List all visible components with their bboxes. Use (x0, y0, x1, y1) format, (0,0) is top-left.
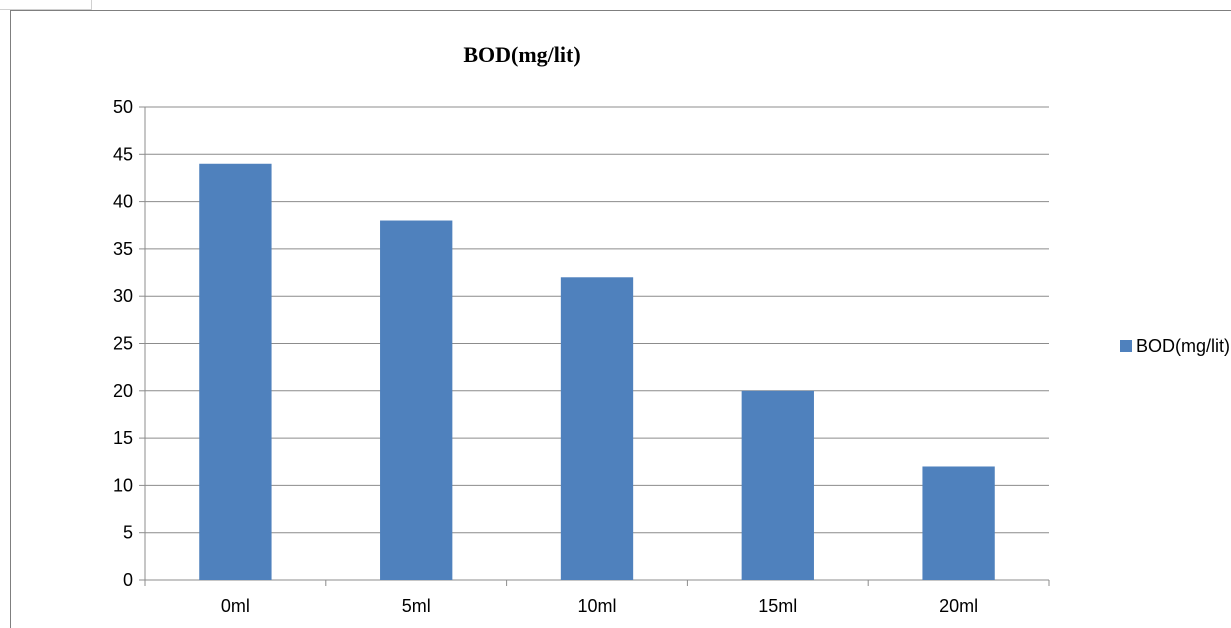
x-tick-label: 0ml (221, 596, 250, 616)
chart-area-border (10, 10, 1231, 628)
x-tick-label: 15ml (758, 596, 797, 616)
y-tick-labels: 0 5 10 15 20 25 30 35 40 45 50 (113, 97, 133, 590)
chart-title: BOD(mg/lit) (463, 42, 580, 67)
bar (922, 466, 995, 580)
legend-label: BOD(mg/lit) (1136, 336, 1230, 356)
y-tick-label: 40 (113, 192, 133, 212)
x-tick-label: 10ml (577, 596, 616, 616)
x-tick-label: 20ml (939, 596, 978, 616)
bar (741, 390, 814, 580)
legend-swatch (1120, 340, 1132, 352)
y-tick-label: 15 (113, 428, 133, 448)
y-tick-label: 0 (123, 570, 133, 590)
y-tick-label: 10 (113, 475, 133, 495)
cell-corner (0, 0, 92, 10)
y-tick-label: 50 (113, 97, 133, 117)
y-tick-label: 25 (113, 334, 133, 354)
bar (380, 220, 453, 580)
bars (199, 163, 995, 580)
bar (199, 163, 272, 580)
bar (560, 277, 634, 580)
y-tick-label: 45 (113, 144, 133, 164)
y-tick-label: 20 (113, 381, 133, 401)
legend: BOD(mg/lit) (1120, 336, 1230, 356)
x-tick-labels: 0ml 5ml 10ml 15ml 20ml (221, 596, 978, 616)
y-tick-label: 30 (113, 286, 133, 306)
y-tick-label: 35 (113, 239, 133, 259)
y-tick-label: 5 (123, 523, 133, 543)
x-tick-label: 5ml (402, 596, 431, 616)
